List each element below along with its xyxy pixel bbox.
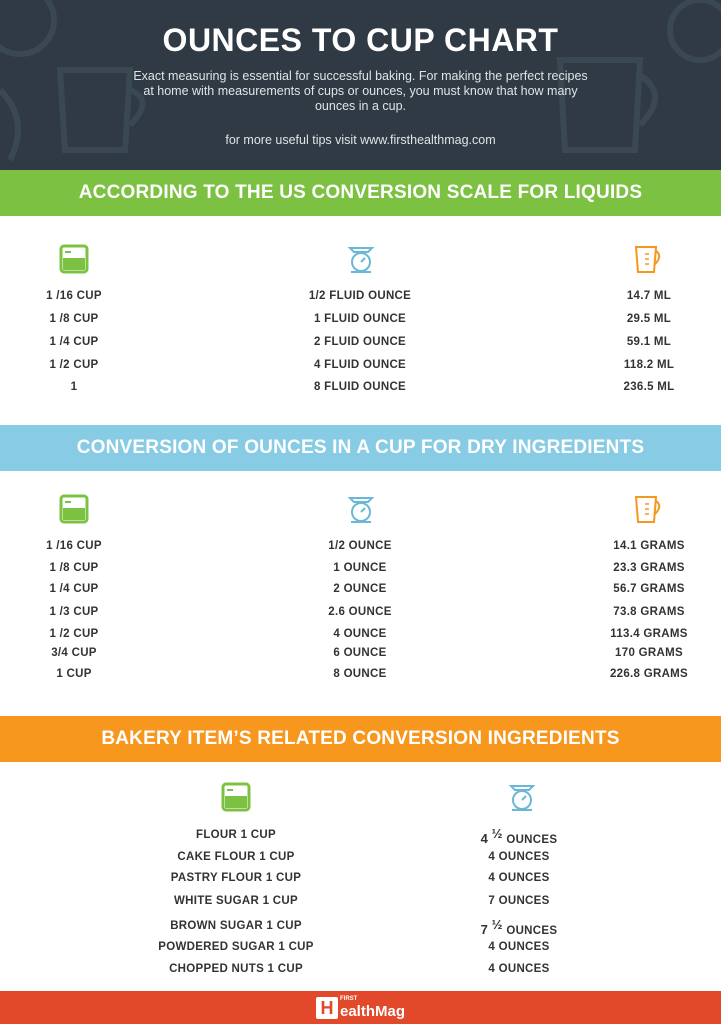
liquids-ml-2: 29.5 ML xyxy=(626,313,672,325)
liquids-cup-2: 1 /8 CUP xyxy=(49,313,99,325)
liquids-cup-3: 1 /4 CUP xyxy=(49,336,99,348)
dry-oz-5: 4 OUNCE xyxy=(333,628,387,640)
dry-grams-2: 23.3 GRAMS xyxy=(613,562,685,574)
liquids-ml-4: 118.2 ML xyxy=(623,359,675,371)
bakery-amount-2: 4 OUNCES xyxy=(440,851,598,863)
bakery-item-7: CHOPPED NUTS 1 CUP xyxy=(169,963,303,975)
logo-word: ealthMag xyxy=(340,1002,406,1020)
liquids-ml-3: 59.1 ML xyxy=(626,336,672,348)
bakery-amount-5-unit: OUNCES xyxy=(506,924,558,937)
dry-oz-6: 6 OUNCE xyxy=(333,647,387,659)
bakery-amount-1: 4 ½ OUNCES xyxy=(440,826,598,846)
bakery-amount-1-unit: OUNCES xyxy=(506,833,558,846)
kitchen-scale-icon xyxy=(347,247,375,273)
page-title: OUNCES TO CUP CHART xyxy=(162,22,559,58)
bakery-amount-5: 7 ½ OUNCES xyxy=(440,917,598,937)
dry-grams-1: 14.1 GRAMS xyxy=(613,540,685,552)
bakery-amount-3: 4 OUNCES xyxy=(440,872,598,884)
logo-text: FIRST ealthMag xyxy=(340,996,405,1020)
background-kitchen-pattern xyxy=(0,0,721,162)
dry-cup-1: 1 /16 CUP xyxy=(46,540,102,552)
bakery-amount-4-unit: OUNCES xyxy=(498,895,550,907)
bakery-item-6: POWDERED SUGAR 1 CUP xyxy=(158,941,314,953)
dry-grams-4: 73.8 GRAMS xyxy=(613,606,685,618)
bakery-amount-7: 4 OUNCES xyxy=(440,963,598,975)
liquids-ml-1: 14.7 ML xyxy=(626,290,672,302)
bakery-amount-7-num: 4 xyxy=(488,963,496,975)
dry-cup-2: 1 /8 CUP xyxy=(49,562,99,574)
dry-oz-2: 1 OUNCE xyxy=(333,562,387,574)
kitchen-scale-icon xyxy=(508,785,536,811)
bakery-amount-6-unit: OUNCES xyxy=(498,941,550,953)
dry-cup-7: 1 CUP xyxy=(56,668,92,680)
bakery-item-4: WHITE SUGAR 1 CUP xyxy=(174,895,298,907)
liquids-oz-2: 1 FLUID OUNCE xyxy=(313,313,407,325)
bakery-amount-6: 4 OUNCES xyxy=(440,941,598,953)
measuring-cup-icon xyxy=(59,494,89,524)
dry-grams-3: 56.7 GRAMS xyxy=(613,583,685,595)
intro-text: Exact measuring is essential for success… xyxy=(133,69,588,113)
bakery-amount-1-frac: ½ xyxy=(491,826,503,841)
bakery-item-1: FLOUR 1 CUP xyxy=(196,829,276,841)
dry-oz-3: 2 OUNCE xyxy=(333,583,387,595)
bakery-amount-7-unit: OUNCES xyxy=(498,963,550,975)
kitchen-scale-icon xyxy=(347,497,375,523)
dry-grams-5: 113.4 GRAMS xyxy=(610,628,688,640)
dry-grams-6: 170 GRAMS xyxy=(615,647,683,659)
tips-link-text: for more useful tips visit www.firstheal… xyxy=(225,133,496,147)
footer: H FIRST ealthMag xyxy=(0,991,721,1024)
bakery-amount-5-frac: ½ xyxy=(491,917,503,932)
bakery-amount-2-unit: OUNCES xyxy=(498,851,550,863)
liquids-cup-1: 1 /16 CUP xyxy=(46,290,102,302)
liquids-oz-3: 2 FLUID OUNCE xyxy=(313,336,407,348)
liquids-oz-1: 1/2 FLUID OUNCE xyxy=(308,290,412,302)
bakery-item-5: BROWN SUGAR 1 CUP xyxy=(170,920,302,932)
measuring-jug-icon xyxy=(634,246,661,273)
logo-first: FIRST xyxy=(340,995,358,1002)
bakery-amount-3-unit: OUNCES xyxy=(498,872,550,884)
measuring-jug-icon xyxy=(634,496,661,523)
liquids-cup-4: 1 /2 CUP xyxy=(49,359,99,371)
bakery-item-2: CAKE FLOUR 1 CUP xyxy=(177,851,295,863)
dry-grams-7: 226.8 GRAMS xyxy=(609,668,689,680)
bakery-amount-1-num: 4 xyxy=(480,830,489,846)
brand-logo[interactable]: H FIRST ealthMag xyxy=(316,994,405,1021)
liquids-oz-4: 4 FLUID OUNCE xyxy=(313,359,407,371)
dry-cup-5: 1 /2 CUP xyxy=(49,628,99,640)
bakery-amount-4-num: 7 xyxy=(488,895,496,907)
header: OUNCES TO CUP CHART Exact measuring is e… xyxy=(0,0,721,170)
bakery-heading: BAKERY ITEM’S RELATED CONVERSION INGREDI… xyxy=(0,716,721,762)
bakery-amount-6-num: 4 xyxy=(488,941,496,953)
dry-cup-6: 3/4 CUP xyxy=(51,647,97,659)
liquids-heading: ACCORDING TO THE US CONVERSION SCALE FOR… xyxy=(0,170,721,216)
measuring-cup-icon xyxy=(221,782,251,812)
liquids-cup-5: 1 xyxy=(70,381,78,393)
measuring-cup-icon xyxy=(59,244,89,274)
dry-cup-3: 1 /4 CUP xyxy=(49,583,99,595)
liquids-oz-5: 8 FLUID OUNCE xyxy=(313,381,407,393)
dry-oz-4: 2.6 OUNCE xyxy=(328,606,392,618)
dry-cup-4: 1 /3 CUP xyxy=(49,606,99,618)
dry-heading: CONVERSION OF OUNCES IN A CUP FOR DRY IN… xyxy=(0,425,721,471)
liquids-ml-5: 236.5 ML xyxy=(623,381,675,393)
bakery-item-3: PASTRY FLOUR 1 CUP xyxy=(170,872,302,884)
dry-oz-1: 1/2 OUNCE xyxy=(328,540,392,552)
bakery-amount-3-num: 4 xyxy=(488,872,496,884)
logo-mark: H xyxy=(316,996,338,1019)
bakery-amount-2-num: 4 xyxy=(488,851,496,863)
bakery-amount-4: 7 OUNCES xyxy=(440,895,598,907)
dry-oz-7: 8 OUNCE xyxy=(333,668,387,680)
bakery-amount-5-num: 7 xyxy=(480,921,489,937)
